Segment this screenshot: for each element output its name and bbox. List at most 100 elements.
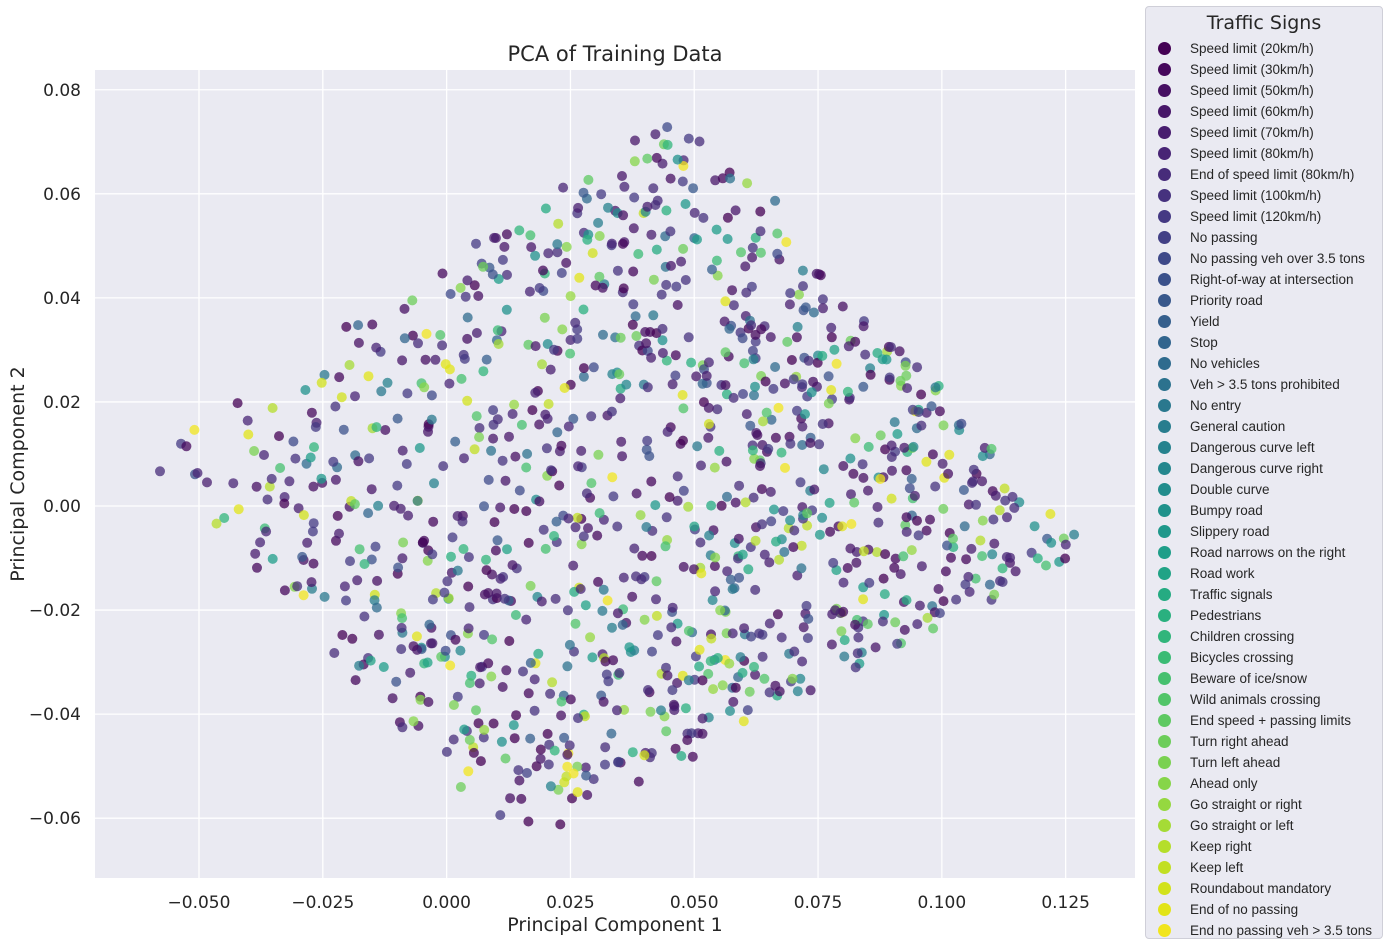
scatter-point	[1060, 539, 1071, 550]
scatter-point	[909, 490, 920, 501]
scatter-point	[598, 696, 609, 707]
legend-item: No passing veh over 3.5 tons	[1158, 248, 1382, 269]
scatter-point	[279, 585, 290, 596]
y-tick-label: 0.04	[43, 289, 81, 309]
scatter-point	[1002, 512, 1012, 523]
scatter-point	[556, 710, 567, 721]
scatter-point	[267, 553, 278, 564]
scatter-point	[986, 443, 997, 454]
scatter-point	[889, 417, 900, 428]
scatter-point	[748, 492, 759, 503]
legend-item: Pedestrians	[1158, 605, 1382, 626]
legend-label: Dangerous curve right	[1190, 461, 1323, 476]
scatter-point	[618, 572, 629, 583]
scatter-point	[456, 373, 467, 384]
scatter-point	[984, 579, 995, 590]
legend-label: Speed limit (60km/h)	[1190, 104, 1314, 119]
scatter-point	[487, 634, 498, 645]
scatter-point	[450, 436, 461, 447]
scatter-point	[380, 425, 391, 435]
scatter-point	[455, 782, 466, 792]
scatter-point	[219, 513, 230, 523]
legend-label: End no passing veh > 3.5 tons	[1190, 923, 1373, 938]
legend-item: No vehicles	[1158, 353, 1382, 374]
scatter-point	[612, 705, 622, 716]
scatter-point	[837, 301, 848, 312]
scatter-point	[490, 545, 501, 556]
scatter-point	[586, 411, 597, 422]
scatter-point	[573, 461, 584, 472]
scatter-point	[648, 310, 659, 321]
scatter-point	[800, 302, 811, 313]
scatter-point	[709, 561, 720, 572]
legend-item: Go straight or right	[1158, 794, 1382, 815]
scatter-point	[489, 232, 500, 243]
scatter-point	[483, 588, 494, 598]
scatter-point	[944, 449, 955, 460]
scatter-point	[593, 449, 604, 460]
scatter-point	[689, 521, 700, 532]
scatter-point	[552, 427, 563, 438]
scatter-point	[629, 543, 640, 554]
scatter-point	[877, 616, 888, 627]
scatter-point	[452, 691, 463, 702]
scatter-point	[899, 442, 910, 453]
scatter-point	[492, 325, 503, 336]
scatter-point	[352, 575, 363, 586]
scatter-point	[486, 445, 497, 456]
scatter-point	[243, 429, 254, 440]
scatter-point	[779, 378, 790, 389]
scatter-point	[552, 247, 563, 258]
scatter-point	[722, 491, 732, 502]
scatter-point	[792, 686, 803, 697]
scatter-point	[749, 661, 759, 672]
scatter-point	[728, 696, 739, 707]
scatter-point	[500, 475, 511, 486]
scatter-point	[755, 206, 766, 217]
scatter-point	[564, 639, 575, 650]
scatter-point	[796, 563, 807, 574]
scatter-point	[399, 333, 410, 344]
scatter-point	[502, 269, 512, 280]
y-tick-label: −0.04	[29, 705, 81, 725]
legend-marker	[1158, 819, 1171, 832]
scatter-point	[971, 499, 981, 510]
scatter-point	[987, 549, 998, 560]
scatter-point	[437, 268, 448, 279]
scatter-point	[428, 516, 439, 527]
scatter-point	[478, 366, 489, 377]
scatter-point	[757, 651, 768, 662]
scatter-point	[370, 541, 381, 552]
scatter-point	[471, 238, 481, 249]
scatter-point	[426, 390, 437, 401]
scatter-point	[785, 288, 796, 299]
legend-label: Keep left	[1190, 860, 1244, 875]
scatter-point	[530, 341, 541, 352]
scatter-point	[683, 625, 694, 636]
scatter-point	[752, 430, 763, 440]
scatter-point	[666, 622, 677, 633]
scatter-point	[308, 558, 319, 569]
scatter-point	[737, 667, 748, 678]
scatter-point	[316, 377, 327, 388]
scatter-point	[440, 645, 451, 656]
legend-item: Go straight or left	[1158, 815, 1382, 836]
scatter-point	[496, 736, 507, 747]
scatter-point	[774, 686, 785, 697]
scatter-point	[642, 153, 653, 164]
legend-label: Pedestrians	[1190, 608, 1262, 623]
scatter-point	[1045, 509, 1056, 519]
legend-item: Speed limit (20km/h)	[1158, 38, 1382, 59]
scatter-point	[769, 504, 779, 515]
scatter-point	[754, 628, 765, 639]
scatter-point	[350, 675, 361, 686]
scatter-point	[556, 696, 567, 707]
legend-item: Double curve	[1158, 479, 1382, 500]
scatter-point	[739, 358, 750, 369]
scatter-point	[493, 339, 504, 349]
scatter-point	[525, 657, 536, 668]
legend-label: Stop	[1190, 335, 1218, 350]
scatter-point	[650, 200, 661, 210]
legend-label: Speed limit (70km/h)	[1190, 125, 1314, 140]
